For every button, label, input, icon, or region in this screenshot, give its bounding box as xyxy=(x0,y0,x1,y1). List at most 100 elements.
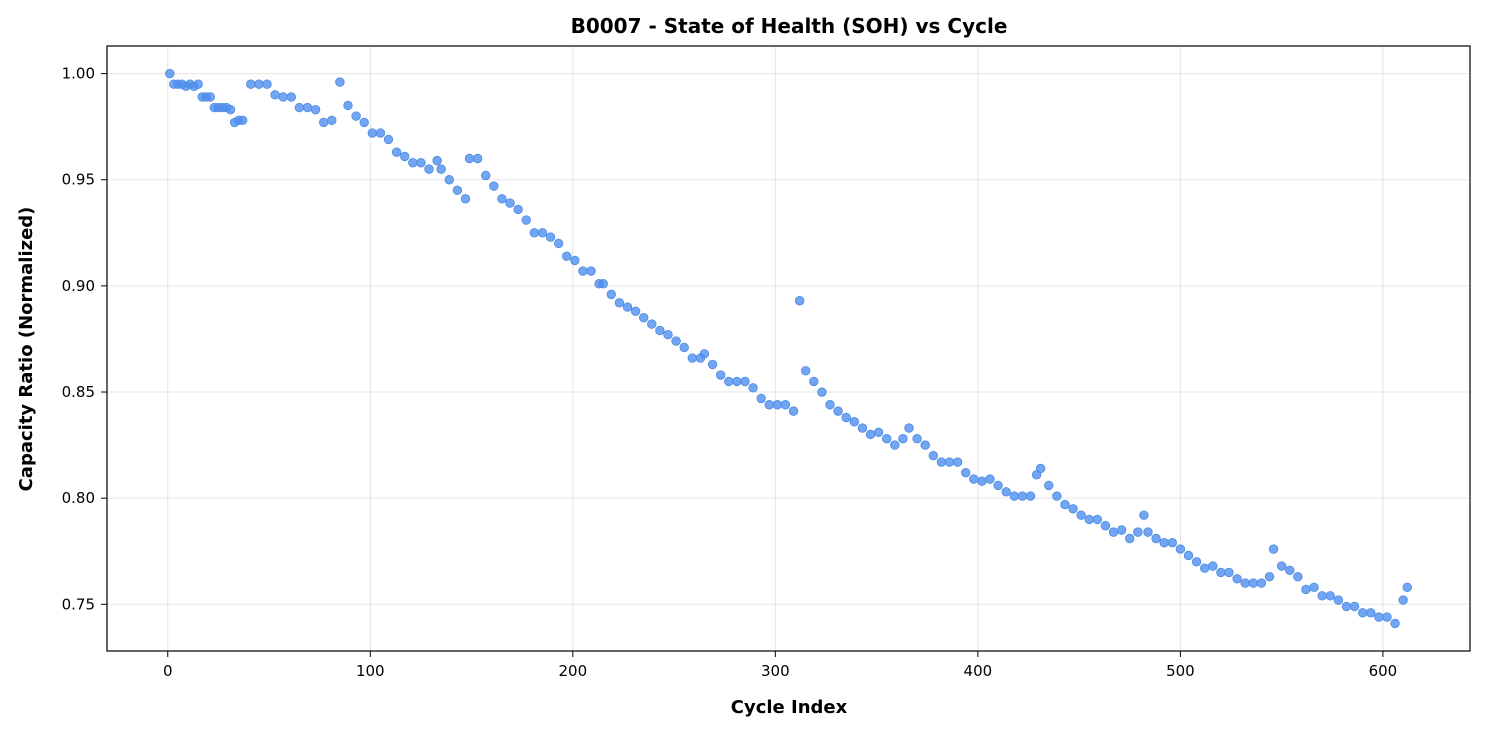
data-point xyxy=(1366,608,1376,618)
data-point xyxy=(383,134,394,145)
data-point xyxy=(1100,521,1111,531)
data-point xyxy=(663,330,673,340)
data-point xyxy=(586,266,596,276)
data-point xyxy=(1402,582,1412,593)
data-point xyxy=(920,440,930,450)
data-point xyxy=(898,434,908,444)
data-point xyxy=(1092,514,1103,525)
data-point xyxy=(993,480,1003,491)
data-point xyxy=(622,302,633,312)
data-point xyxy=(794,296,805,306)
data-point xyxy=(1333,595,1344,605)
data-point xyxy=(740,376,750,387)
data-point xyxy=(1382,612,1392,622)
data-point xyxy=(687,353,698,363)
data-point xyxy=(606,289,616,300)
data-point xyxy=(436,164,446,174)
data-point xyxy=(873,427,884,438)
data-point xyxy=(193,79,203,89)
y-tick-label: 0.90 xyxy=(62,277,95,295)
data-point xyxy=(1068,504,1078,514)
data-point xyxy=(825,400,835,410)
x-tick-label: 300 xyxy=(761,662,790,680)
y-tick-label: 1.00 xyxy=(62,65,95,83)
y-tick-label: 0.80 xyxy=(62,489,95,507)
data-point xyxy=(985,474,995,484)
data-point xyxy=(1374,612,1384,622)
data-point xyxy=(481,170,491,181)
data-point xyxy=(452,185,463,196)
data-point xyxy=(1240,578,1250,588)
data-point xyxy=(416,158,426,168)
data-point xyxy=(764,400,774,410)
data-point xyxy=(408,158,418,168)
data-point xyxy=(319,117,329,128)
data-point xyxy=(570,255,580,266)
data-point xyxy=(1001,487,1011,497)
data-point xyxy=(343,100,353,111)
data-point xyxy=(545,232,556,242)
data-point xyxy=(849,417,860,427)
data-point xyxy=(578,266,588,276)
data-point xyxy=(969,474,979,484)
data-point xyxy=(1133,527,1143,537)
data-point xyxy=(505,198,515,208)
data-point xyxy=(237,115,248,126)
data-point xyxy=(1035,463,1046,474)
x-tick-label: 500 xyxy=(1166,662,1195,680)
axis-ticks: 0 100 200 300 400 500 600 0.75 0.80 0.85 0.90 0.95 1… xyxy=(62,65,1398,680)
data-point xyxy=(432,155,442,166)
data-point xyxy=(598,279,608,289)
data-point xyxy=(1116,525,1127,535)
data-point xyxy=(165,68,175,79)
x-tick-label: 100 xyxy=(356,662,385,680)
data-point xyxy=(472,153,483,164)
data-point xyxy=(912,434,922,444)
data-point xyxy=(788,406,799,416)
data-point xyxy=(732,376,742,387)
data-point xyxy=(464,153,475,164)
data-point xyxy=(529,228,540,238)
data-point xyxy=(1139,510,1149,520)
data-point xyxy=(424,164,434,174)
data-point xyxy=(1341,601,1352,612)
data-point xyxy=(857,423,868,433)
data-point xyxy=(1264,572,1275,582)
data-point xyxy=(801,366,811,376)
data-point xyxy=(367,128,378,138)
data-point xyxy=(1175,544,1186,554)
data-point xyxy=(882,434,892,444)
data-point xyxy=(1248,578,1259,588)
data-point xyxy=(537,228,548,238)
data-point xyxy=(262,79,272,89)
data-point xyxy=(302,102,313,113)
plot-area-frame xyxy=(106,45,1471,652)
data-point xyxy=(246,79,256,89)
x-tick-label: 600 xyxy=(1369,662,1398,680)
data-point xyxy=(310,104,321,115)
data-point xyxy=(205,92,215,102)
x-tick-label: 400 xyxy=(964,662,993,680)
data-point xyxy=(707,359,718,370)
data-point xyxy=(1183,550,1194,561)
data-point xyxy=(977,476,987,486)
data-point xyxy=(1143,527,1153,537)
data-point xyxy=(391,147,402,157)
data-point xyxy=(904,423,914,433)
data-point xyxy=(1208,561,1218,571)
data-point xyxy=(952,457,963,467)
data-point xyxy=(1317,591,1327,601)
data-point xyxy=(489,181,499,191)
data-point xyxy=(1167,538,1177,548)
data-point xyxy=(1390,618,1400,629)
data-point xyxy=(1216,567,1226,578)
data-point xyxy=(1224,567,1234,578)
data-point xyxy=(1151,533,1161,544)
y-tick-label: 0.85 xyxy=(62,383,95,401)
data-point xyxy=(1009,491,1020,501)
data-point xyxy=(497,194,507,204)
data-point xyxy=(1276,561,1287,571)
data-point xyxy=(400,151,410,162)
data-point xyxy=(1357,608,1368,618)
